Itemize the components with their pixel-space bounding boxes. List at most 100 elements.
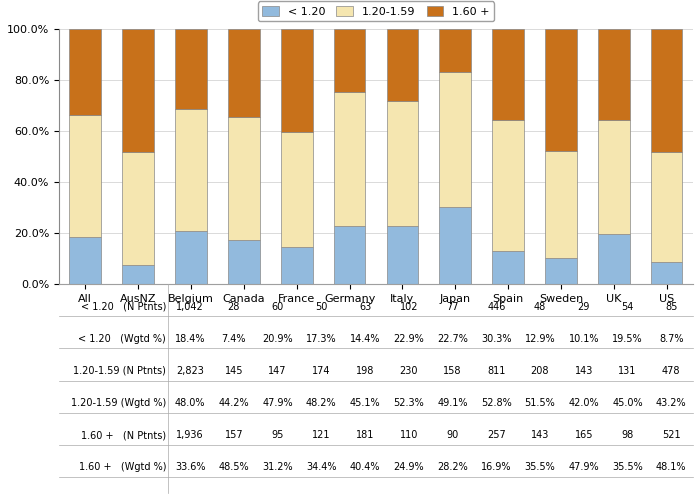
Text: 143: 143 — [531, 430, 550, 440]
Text: 2,823: 2,823 — [176, 366, 204, 376]
Bar — [386, 226, 419, 284]
Bar — [281, 132, 313, 248]
Text: 43.2%: 43.2% — [656, 398, 687, 408]
Bar — [386, 29, 419, 101]
Text: 208: 208 — [531, 366, 550, 376]
Bar — [228, 29, 260, 117]
Text: 48.1%: 48.1% — [656, 462, 687, 472]
Text: 181: 181 — [356, 430, 375, 440]
Text: 10.1%: 10.1% — [568, 334, 599, 344]
Text: 90: 90 — [447, 430, 459, 440]
Bar — [598, 29, 629, 120]
Text: 19.5%: 19.5% — [612, 334, 643, 344]
Text: 165: 165 — [575, 430, 593, 440]
Bar — [492, 120, 524, 252]
Text: 14.4%: 14.4% — [350, 334, 380, 344]
Text: 45.1%: 45.1% — [350, 398, 380, 408]
Bar — [228, 117, 260, 240]
Legend: < 1.20, 1.20-1.59, 1.60 +: < 1.20, 1.20-1.59, 1.60 + — [258, 2, 494, 21]
Bar — [175, 108, 207, 231]
Text: 1.20-1.59 (N Ptnts): 1.20-1.59 (N Ptnts) — [74, 366, 166, 376]
Bar — [440, 72, 471, 207]
Text: 110: 110 — [400, 430, 418, 440]
Text: 16.9%: 16.9% — [481, 462, 512, 472]
Bar — [69, 237, 101, 284]
Bar — [334, 226, 365, 284]
Bar — [281, 29, 313, 132]
Text: 157: 157 — [225, 430, 243, 440]
Text: 54: 54 — [622, 302, 634, 312]
Text: 1,936: 1,936 — [176, 430, 204, 440]
Text: 35.5%: 35.5% — [524, 462, 555, 472]
Text: 143: 143 — [575, 366, 593, 376]
Bar — [122, 152, 154, 266]
Bar — [228, 240, 260, 284]
Text: 47.9%: 47.9% — [568, 462, 599, 472]
Text: 18.4%: 18.4% — [175, 334, 205, 344]
Text: 98: 98 — [622, 430, 634, 440]
Text: < 1.20   (Wgtd %): < 1.20 (Wgtd %) — [78, 334, 166, 344]
Bar — [69, 114, 101, 237]
Text: 22.7%: 22.7% — [437, 334, 468, 344]
Text: 521: 521 — [662, 430, 680, 440]
Bar — [492, 29, 524, 120]
Text: 34.4%: 34.4% — [306, 462, 337, 472]
Text: 85: 85 — [665, 302, 678, 312]
Text: 28.2%: 28.2% — [437, 462, 468, 472]
Text: 49.1%: 49.1% — [438, 398, 468, 408]
Text: 60: 60 — [272, 302, 284, 312]
Bar — [651, 152, 682, 262]
Text: 52.3%: 52.3% — [393, 398, 424, 408]
Bar — [122, 28, 154, 152]
Text: 20.9%: 20.9% — [262, 334, 293, 344]
Bar — [651, 262, 682, 284]
Text: 29: 29 — [578, 302, 590, 312]
Bar — [386, 101, 419, 226]
Text: 35.5%: 35.5% — [612, 462, 643, 472]
Bar — [492, 252, 524, 284]
Text: 52.8%: 52.8% — [481, 398, 512, 408]
Bar — [175, 29, 207, 108]
Text: 30.3%: 30.3% — [481, 334, 512, 344]
Text: 48.2%: 48.2% — [306, 398, 337, 408]
Text: 45.0%: 45.0% — [612, 398, 643, 408]
Text: 63: 63 — [359, 302, 371, 312]
Text: 51.5%: 51.5% — [524, 398, 555, 408]
Text: 28: 28 — [228, 302, 240, 312]
Text: 121: 121 — [312, 430, 330, 440]
Bar — [545, 151, 577, 258]
Bar — [545, 258, 577, 284]
Text: 7.4%: 7.4% — [222, 334, 246, 344]
Bar — [122, 266, 154, 284]
Text: 145: 145 — [225, 366, 243, 376]
Text: 40.4%: 40.4% — [350, 462, 380, 472]
Text: 48: 48 — [534, 302, 546, 312]
Text: 131: 131 — [618, 366, 636, 376]
Text: 95: 95 — [272, 430, 284, 440]
Text: 811: 811 — [487, 366, 505, 376]
Text: 158: 158 — [443, 366, 462, 376]
Text: 147: 147 — [268, 366, 287, 376]
Text: 47.9%: 47.9% — [262, 398, 293, 408]
Text: 446: 446 — [487, 302, 505, 312]
Text: 22.9%: 22.9% — [393, 334, 424, 344]
Bar — [334, 28, 365, 92]
Text: 24.9%: 24.9% — [393, 462, 424, 472]
Text: 12.9%: 12.9% — [525, 334, 555, 344]
Bar — [598, 120, 629, 234]
Text: 1.60 +   (N Ptnts): 1.60 + (N Ptnts) — [81, 430, 166, 440]
Bar — [334, 92, 365, 226]
Bar — [175, 231, 207, 284]
Bar — [651, 29, 682, 152]
Bar — [545, 29, 577, 151]
Text: 478: 478 — [662, 366, 680, 376]
Text: 44.2%: 44.2% — [218, 398, 249, 408]
Text: < 1.20   (N Ptnts): < 1.20 (N Ptnts) — [80, 302, 166, 312]
Text: 50: 50 — [315, 302, 328, 312]
Text: 77: 77 — [447, 302, 459, 312]
Text: 42.0%: 42.0% — [568, 398, 599, 408]
Text: 8.7%: 8.7% — [659, 334, 683, 344]
Text: 257: 257 — [487, 430, 505, 440]
Bar — [69, 29, 101, 114]
Text: 1.20-1.59 (Wgtd %): 1.20-1.59 (Wgtd %) — [71, 398, 166, 408]
